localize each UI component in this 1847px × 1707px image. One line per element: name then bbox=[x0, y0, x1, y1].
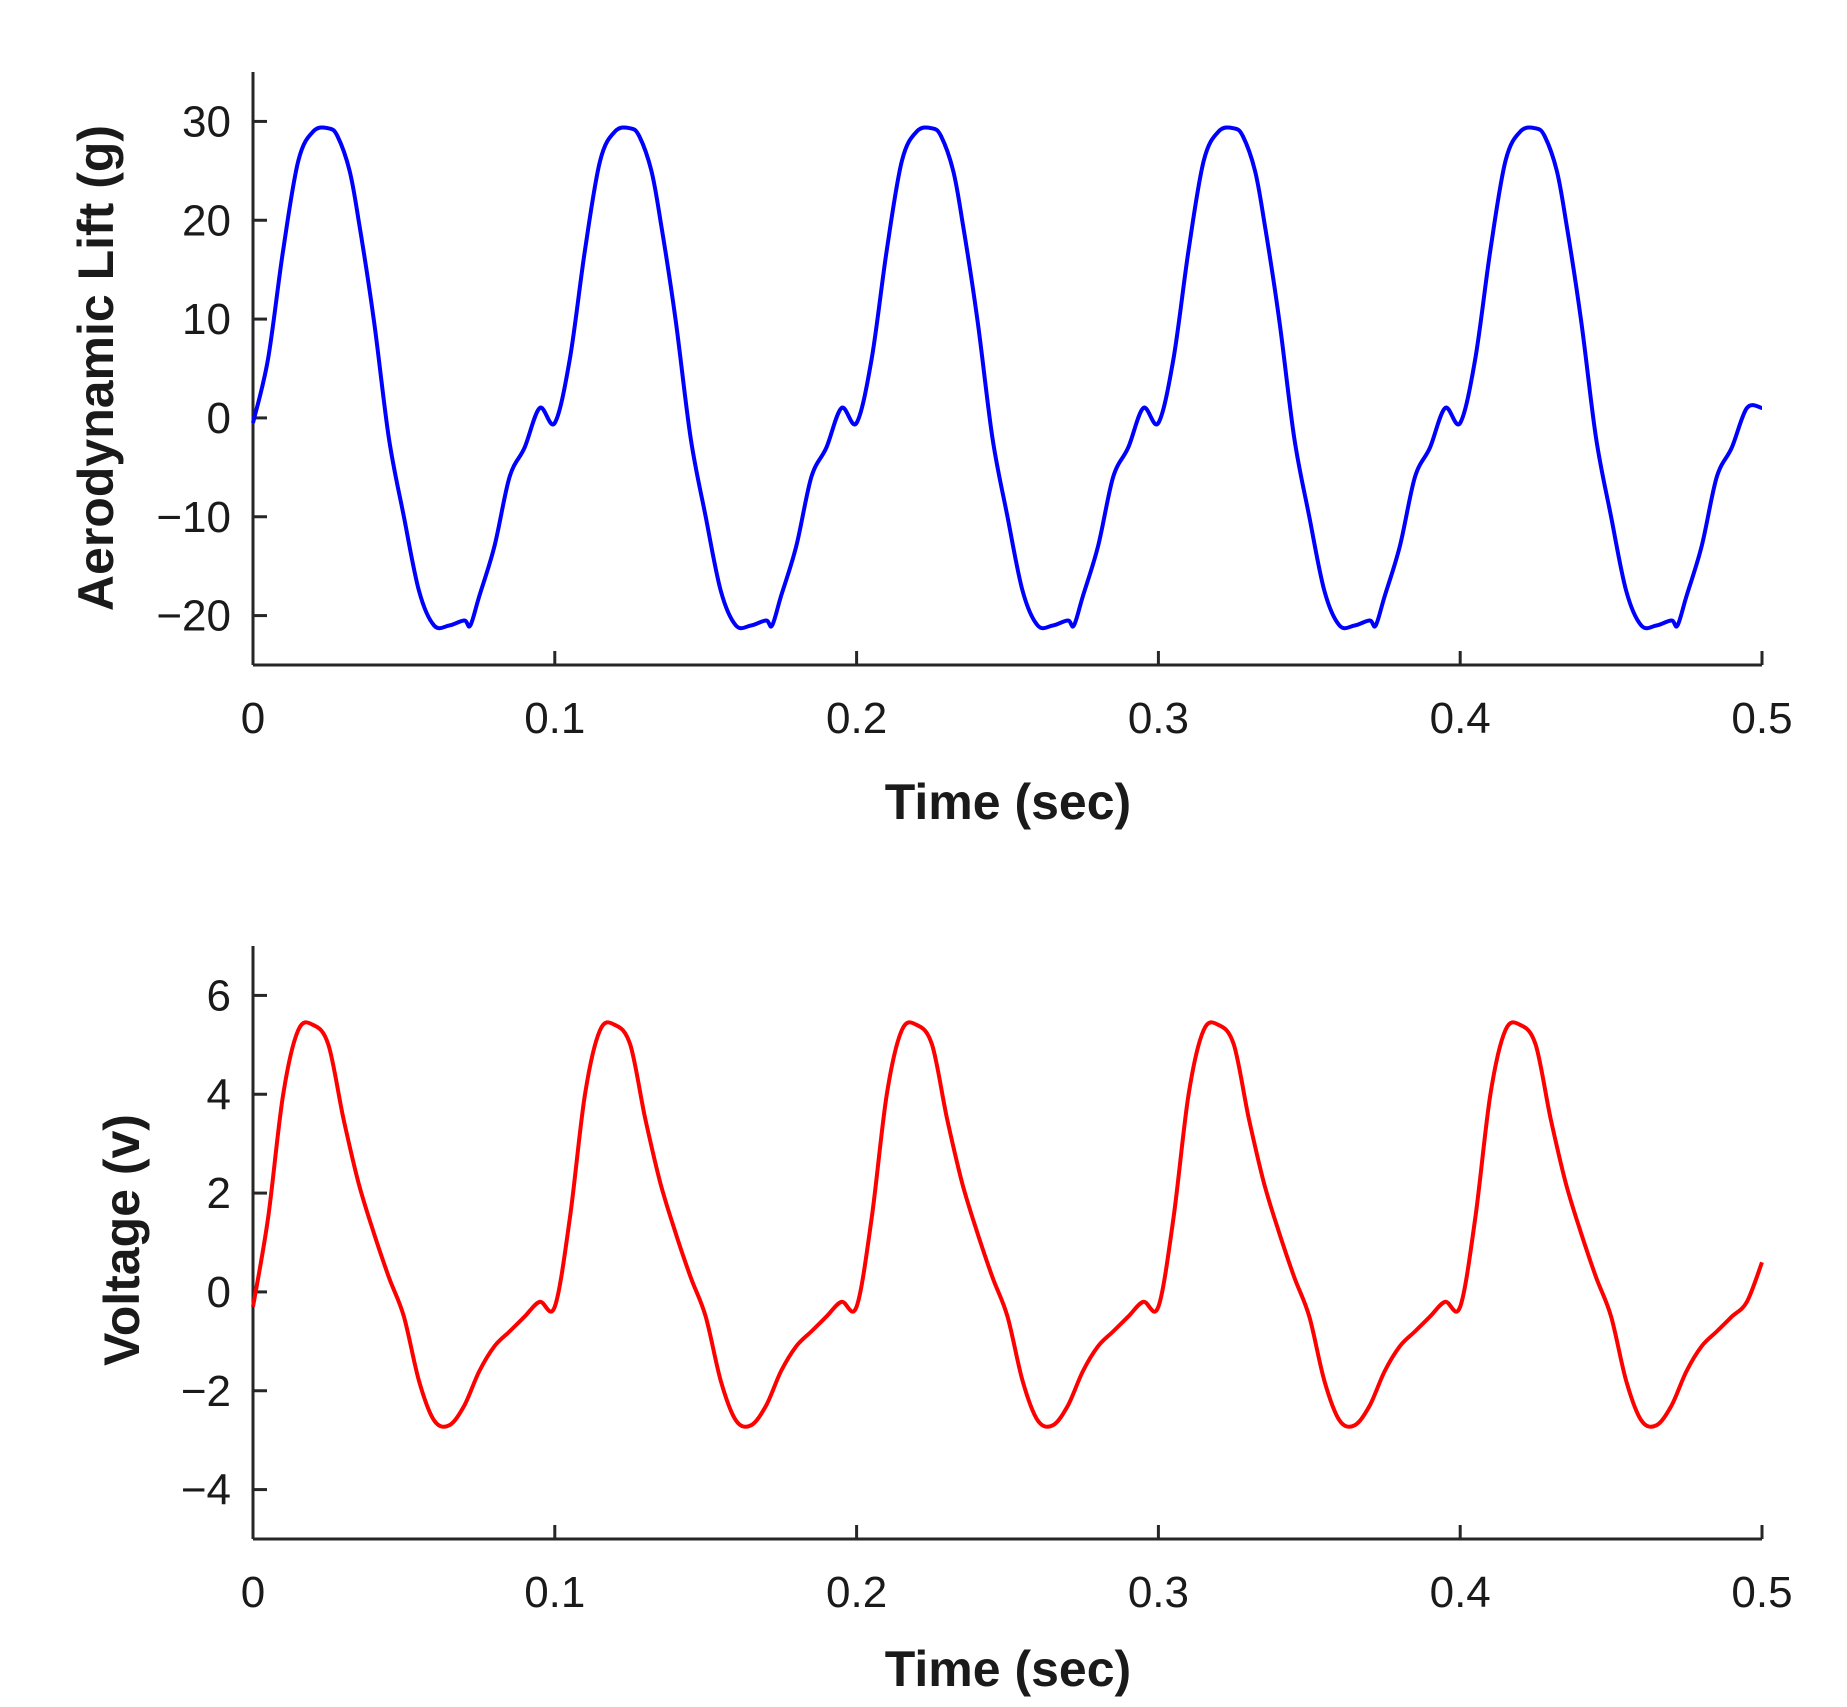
voltage-y-tick-label: 4 bbox=[207, 1070, 231, 1119]
voltage-y-tick-label: 6 bbox=[207, 971, 231, 1020]
voltage-y-tick-label: 2 bbox=[207, 1169, 231, 1218]
lift-x-tick-label: 0.2 bbox=[826, 694, 887, 743]
lift-chart: 0 0.1 0.2 0.3 0.4 0.5 −20 −10 0 10 20 30 Time (sec… bbox=[68, 72, 1793, 830]
lift-plot-area: 0 0.1 0.2 0.3 0.4 0.5 −20 −10 0 10 20 30 bbox=[156, 72, 1793, 743]
voltage-x-tick-label: 0.5 bbox=[1731, 1568, 1792, 1617]
lift-y-tick-label: −10 bbox=[156, 493, 231, 542]
lift-x-tick-label: 0.4 bbox=[1430, 694, 1491, 743]
voltage-x-tick-label: 0.3 bbox=[1128, 1568, 1189, 1617]
lift-y-tick-label: 20 bbox=[182, 196, 231, 245]
voltage-y-tick-label: 0 bbox=[207, 1268, 231, 1317]
voltage-series-line bbox=[251, 1020, 1764, 1429]
lift-x-tick-label: 0.5 bbox=[1731, 694, 1792, 743]
lift-x-tick-label: 0 bbox=[241, 694, 265, 743]
lift-y-tick-label: 0 bbox=[207, 394, 231, 443]
lift-y-ticks: −20 −10 0 10 20 30 bbox=[156, 97, 267, 641]
lift-series-line bbox=[251, 125, 1763, 631]
lift-x-tick-label: 0.1 bbox=[524, 694, 585, 743]
lift-x-ticks: 0 0.1 0.2 0.3 0.4 0.5 bbox=[241, 651, 1793, 743]
lift-x-tick-label: 0.3 bbox=[1128, 694, 1189, 743]
voltage-x-axis-label: Time (sec) bbox=[885, 1641, 1131, 1697]
voltage-x-tick-label: 0.1 bbox=[524, 1568, 585, 1617]
voltage-y-ticks: −4 −2 0 2 4 6 bbox=[181, 971, 267, 1515]
voltage-x-tick-label: 0.4 bbox=[1430, 1568, 1491, 1617]
lift-y-tick-label: 30 bbox=[182, 97, 231, 146]
lift-x-axis-label: Time (sec) bbox=[885, 774, 1131, 830]
lift-y-tick-label: 10 bbox=[182, 295, 231, 344]
voltage-x-tick-label: 0 bbox=[241, 1568, 265, 1617]
lift-y-axis-label: Aerodynamic Lift (g) bbox=[68, 125, 124, 611]
voltage-plot-area: 0 0.1 0.2 0.3 0.4 0.5 −4 −2 0 2 4 6 bbox=[181, 946, 1793, 1617]
voltage-y-tick-label: −2 bbox=[181, 1367, 231, 1416]
voltage-x-ticks: 0 0.1 0.2 0.3 0.4 0.5 bbox=[241, 1525, 1793, 1617]
voltage-chart: 0 0.1 0.2 0.3 0.4 0.5 −4 −2 0 2 4 6 Time (sec) Vol… bbox=[94, 946, 1793, 1697]
voltage-y-tick-label: −4 bbox=[181, 1466, 231, 1515]
lift-y-tick-label: −20 bbox=[156, 592, 231, 641]
voltage-y-axis-label: Voltage (v) bbox=[94, 1114, 150, 1366]
voltage-x-tick-label: 0.2 bbox=[826, 1568, 887, 1617]
